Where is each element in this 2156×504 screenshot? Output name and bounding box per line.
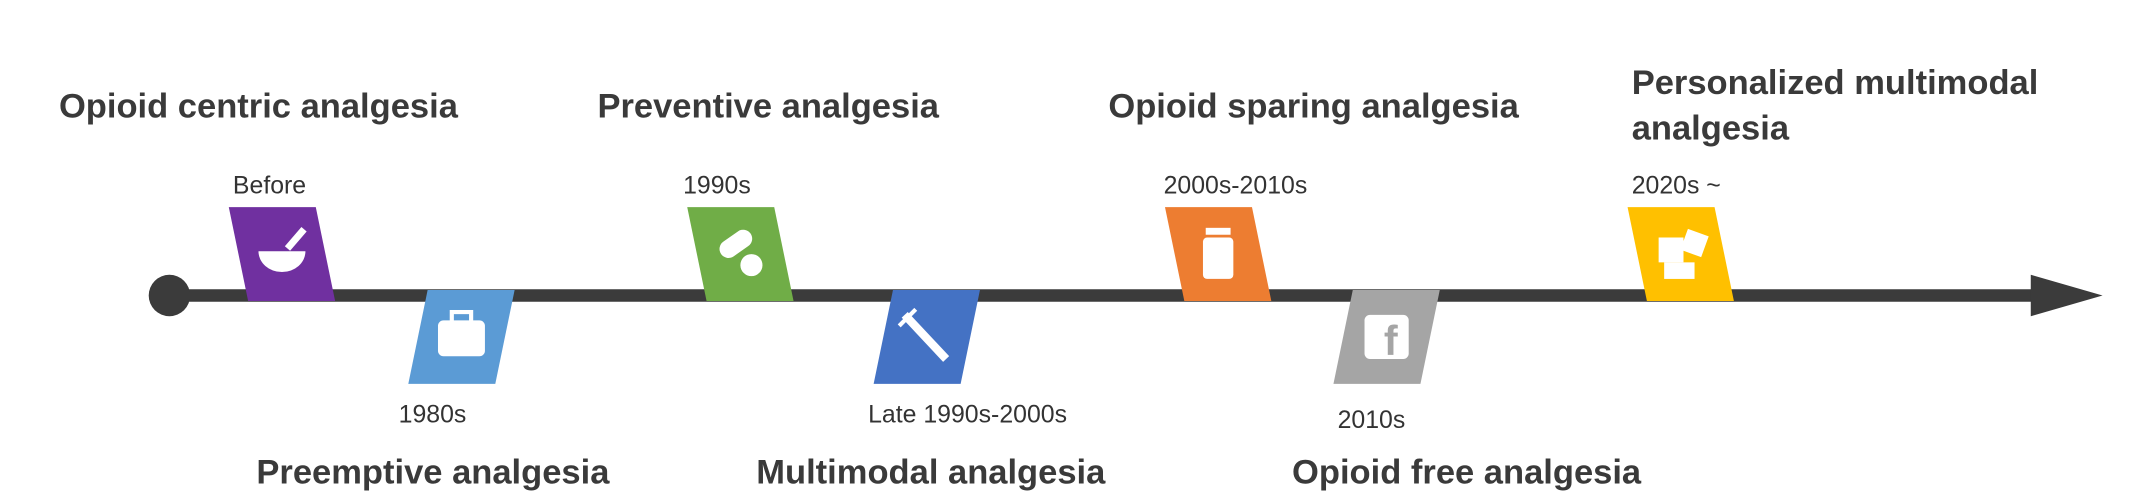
icon [1202, 237, 1234, 279]
milestone [1627, 207, 1734, 302]
icon [1680, 228, 1709, 258]
axis-arrow [2030, 274, 2103, 317]
milestone [228, 207, 336, 302]
period-label: 2010s [1338, 407, 1406, 434]
milestone-title: analgesia [1632, 109, 1790, 147]
milestone-badge [687, 207, 794, 302]
milestone-title: Opioid sparing analgesia [1108, 87, 1519, 125]
period-label: 1990s [683, 172, 751, 199]
milestone-title: Multimodal analgesia [756, 453, 1106, 491]
icon [1205, 227, 1231, 235]
icon [437, 320, 485, 357]
icon [1364, 314, 1409, 360]
axis-start [148, 274, 191, 317]
period-label: 2000s-2010s [1164, 172, 1308, 199]
icon [449, 309, 474, 326]
period-label: 1980s [399, 402, 467, 429]
milestone-title: Preventive analgesia [597, 87, 939, 125]
icon [901, 311, 950, 362]
icon [258, 251, 306, 273]
milestone-title: Opioid free analgesia [1292, 453, 1642, 491]
milestone-title: Personalized multimodal [1632, 64, 2039, 102]
milestone [687, 207, 794, 302]
icon [719, 229, 753, 258]
milestone: f [1333, 289, 1440, 384]
milestone [1164, 207, 1272, 302]
icon [740, 254, 763, 277]
milestone [408, 289, 515, 384]
milestone [873, 289, 980, 384]
milestone-title: Opioid centric analgesia [59, 87, 459, 125]
period-label: Before [233, 172, 306, 199]
icon [897, 307, 918, 328]
icon [1664, 262, 1695, 279]
icon: f [1384, 318, 1398, 364]
period-label: 2020s ~ [1632, 172, 1721, 199]
milestone-title: Preemptive analgesia [256, 453, 610, 491]
icon [1658, 237, 1684, 263]
period-label: Late 1990s-2000s [868, 402, 1067, 429]
icon [284, 226, 307, 251]
